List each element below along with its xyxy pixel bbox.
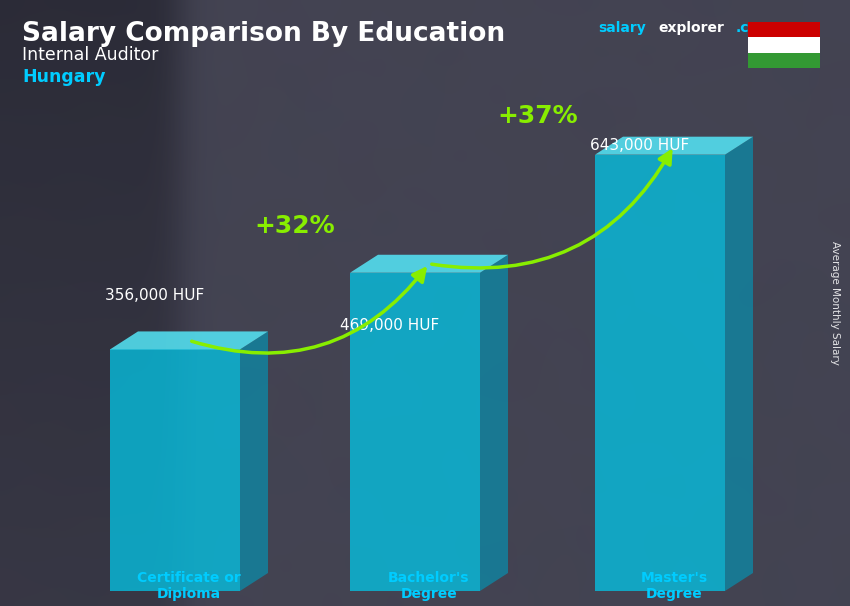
Text: Certificate or
Diploma: Certificate or Diploma	[137, 571, 241, 601]
Polygon shape	[595, 137, 753, 155]
Text: Internal Auditor: Internal Auditor	[22, 46, 158, 64]
Text: explorer: explorer	[658, 21, 724, 35]
Polygon shape	[240, 331, 268, 591]
Polygon shape	[350, 255, 508, 273]
Bar	[748, 38, 820, 53]
Text: .com: .com	[736, 21, 774, 35]
Text: Bachelor's
Degree: Bachelor's Degree	[388, 571, 470, 601]
Text: +37%: +37%	[498, 104, 578, 128]
Polygon shape	[110, 331, 268, 350]
Bar	[748, 22, 820, 38]
Text: 469,000 HUF: 469,000 HUF	[340, 319, 439, 333]
FancyBboxPatch shape	[595, 155, 725, 591]
Text: 643,000 HUF: 643,000 HUF	[590, 139, 689, 153]
Bar	[748, 53, 820, 68]
Polygon shape	[725, 137, 753, 591]
Text: salary: salary	[598, 21, 646, 35]
Text: Master's
Degree: Master's Degree	[640, 571, 707, 601]
Text: +32%: +32%	[255, 214, 335, 238]
Text: Hungary: Hungary	[22, 68, 105, 86]
Polygon shape	[480, 255, 508, 591]
Text: 356,000 HUF: 356,000 HUF	[105, 288, 204, 304]
FancyBboxPatch shape	[110, 350, 240, 591]
Text: Salary Comparison By Education: Salary Comparison By Education	[22, 21, 505, 47]
Text: Average Monthly Salary: Average Monthly Salary	[830, 241, 840, 365]
FancyBboxPatch shape	[350, 273, 480, 591]
